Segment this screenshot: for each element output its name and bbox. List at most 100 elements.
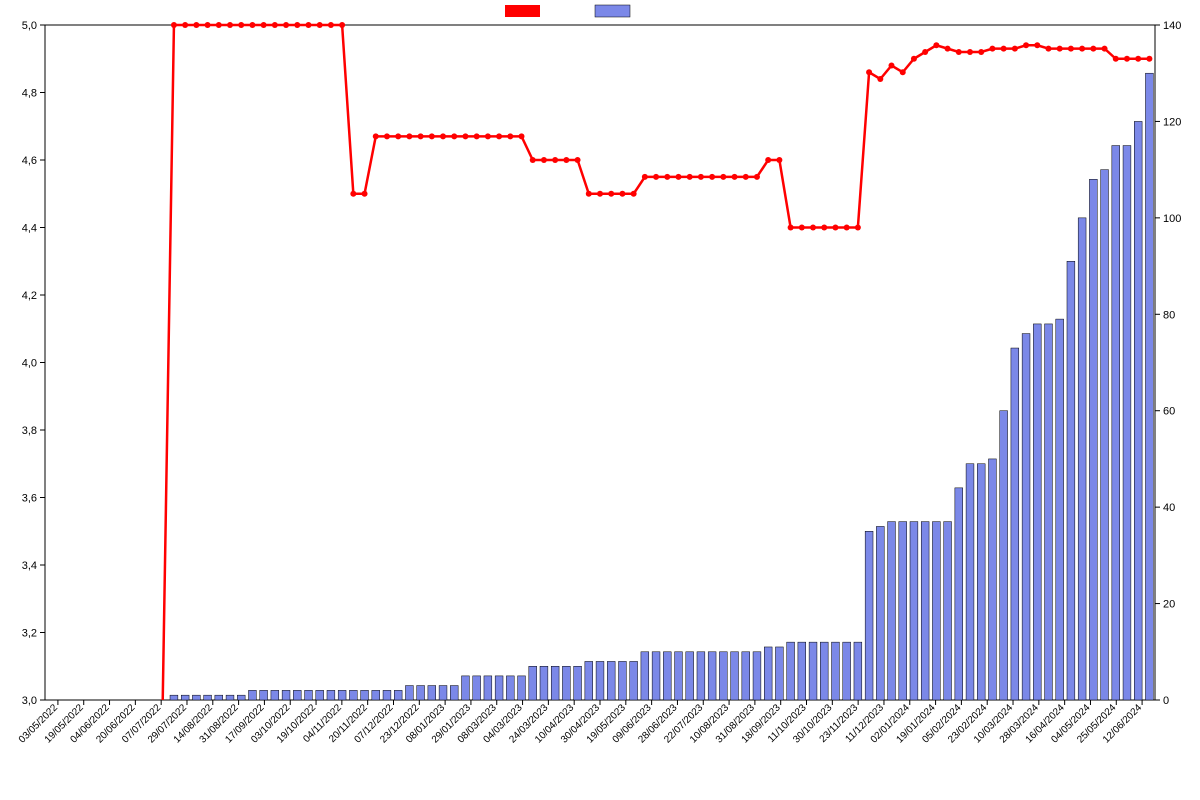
- line-marker: [171, 22, 177, 28]
- line-marker: [653, 174, 659, 180]
- bar: [282, 690, 290, 700]
- bar: [361, 690, 369, 700]
- line-marker: [687, 174, 693, 180]
- line-marker: [597, 191, 603, 197]
- bar: [383, 690, 391, 700]
- bar: [450, 686, 458, 700]
- line-marker: [406, 133, 412, 139]
- line-marker: [956, 49, 962, 55]
- bar: [428, 686, 436, 700]
- line-marker: [642, 174, 648, 180]
- line-marker: [1079, 46, 1085, 52]
- bar: [753, 652, 761, 700]
- bar: [462, 676, 470, 700]
- line-marker: [855, 225, 861, 231]
- line-marker: [1090, 46, 1096, 52]
- line-marker: [765, 157, 771, 163]
- line-marker: [586, 191, 592, 197]
- bar: [876, 526, 884, 700]
- line-marker: [507, 133, 513, 139]
- bar: [910, 522, 918, 700]
- line-marker: [1012, 46, 1018, 52]
- line-marker: [384, 133, 390, 139]
- line-marker: [967, 49, 973, 55]
- y-left-tick-label: 4,0: [22, 358, 37, 370]
- line-marker: [799, 225, 805, 231]
- y-left-tick-label: 3,2: [22, 628, 37, 640]
- line-marker: [182, 22, 188, 28]
- line-marker: [732, 174, 738, 180]
- bar: [551, 666, 559, 700]
- bar: [574, 666, 582, 700]
- y-right-tick-label: 80: [1163, 309, 1175, 321]
- y-right-tick-label: 120: [1163, 116, 1181, 128]
- bar: [596, 661, 604, 700]
- line-marker: [519, 133, 525, 139]
- bar: [1112, 146, 1120, 700]
- bar: [215, 695, 223, 700]
- y-left-tick-label: 4,2: [22, 290, 37, 302]
- y-left-tick-label: 4,6: [22, 155, 37, 167]
- bar: [731, 652, 739, 700]
- bar: [865, 531, 873, 700]
- line-marker: [989, 46, 995, 52]
- bar: [607, 661, 615, 700]
- bar: [338, 690, 346, 700]
- line-marker: [1146, 56, 1152, 62]
- bar: [170, 695, 178, 700]
- bar: [529, 666, 537, 700]
- bar: [809, 642, 817, 700]
- line-marker: [339, 22, 345, 28]
- line-marker: [1023, 42, 1029, 48]
- bar: [405, 686, 413, 700]
- bar: [540, 666, 548, 700]
- line-marker: [720, 174, 726, 180]
- line-marker: [462, 133, 468, 139]
- line-marker: [754, 174, 760, 180]
- bar: [708, 652, 716, 700]
- line-marker: [933, 42, 939, 48]
- y-left-tick-label: 4,8: [22, 88, 37, 100]
- line-marker: [900, 69, 906, 75]
- bar: [787, 642, 795, 700]
- line-marker: [1068, 46, 1074, 52]
- line-marker: [294, 22, 300, 28]
- bar: [675, 652, 683, 700]
- line-marker: [1113, 56, 1119, 62]
- bar: [977, 464, 985, 700]
- line-marker: [664, 174, 670, 180]
- line-marker: [922, 49, 928, 55]
- line-marker: [283, 22, 289, 28]
- bar: [484, 676, 492, 700]
- bar: [921, 522, 929, 700]
- bar: [764, 647, 772, 700]
- line-marker: [474, 133, 480, 139]
- line-marker: [238, 22, 244, 28]
- bar: [630, 661, 638, 700]
- line-marker: [1057, 46, 1063, 52]
- bar: [394, 690, 402, 700]
- line-marker: [877, 76, 883, 82]
- line-marker: [216, 22, 222, 28]
- line-marker: [675, 174, 681, 180]
- line-marker: [788, 225, 794, 231]
- line-marker: [619, 191, 625, 197]
- line-marker: [305, 22, 311, 28]
- line-marker: [743, 174, 749, 180]
- line-marker: [541, 157, 547, 163]
- line-marker: [395, 133, 401, 139]
- bar: [1123, 146, 1131, 700]
- bar: [820, 642, 828, 700]
- bar: [697, 652, 705, 700]
- bar: [775, 647, 783, 700]
- line-marker: [485, 133, 491, 139]
- bar: [473, 676, 481, 700]
- bar: [1056, 319, 1064, 700]
- y-left-tick-label: 3,4: [22, 560, 37, 572]
- bar: [1033, 324, 1041, 700]
- bar: [1078, 218, 1086, 700]
- bar: [439, 686, 447, 700]
- bar: [966, 464, 974, 700]
- bar: [1045, 324, 1053, 700]
- line-marker: [193, 22, 199, 28]
